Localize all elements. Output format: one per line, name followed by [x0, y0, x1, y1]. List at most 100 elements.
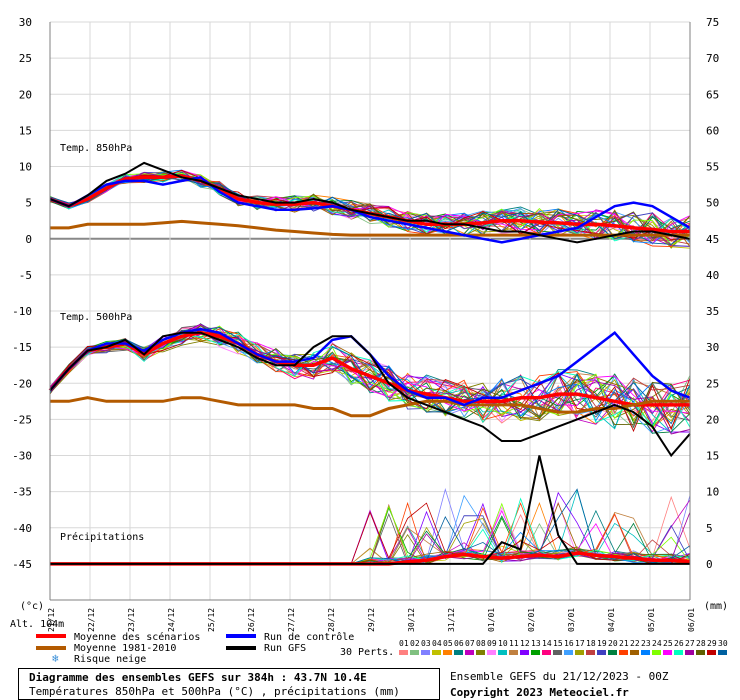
label-t500: Temp. 500hPa [60, 312, 132, 323]
legend-label-snow: Risque neige [74, 654, 146, 665]
member-legend-swatch [509, 650, 518, 655]
member-legend-swatch [685, 650, 694, 655]
member-legend-swatch [586, 650, 595, 655]
series-moyenne-1981-2010-500hpa [50, 396, 690, 418]
y-left-tick: -10 [12, 305, 32, 318]
y-right-tick: 65 [706, 88, 719, 101]
x-tick-label: 28/12 [327, 608, 336, 632]
member-legend-swatch [630, 650, 639, 655]
y-right-tick: 70 [706, 52, 719, 65]
x-tick-label: 24/12 [167, 608, 176, 632]
member-legend-swatch [465, 650, 474, 655]
member-legend-swatch [663, 650, 672, 655]
y-left-tick: -5 [19, 269, 32, 282]
y-left-tick: -20 [12, 377, 32, 390]
label-t850: Temp. 850hPa [60, 143, 132, 154]
member-legend-swatch [399, 650, 408, 655]
y-left-tick: -40 [12, 522, 32, 535]
run-info: Ensemble GEFS du 21/12/2023 - 00Z [450, 670, 669, 683]
member-legend-label: 04 [432, 639, 442, 648]
y-right-tick: 55 [706, 161, 719, 174]
y-right-tick: 50 [706, 197, 719, 210]
member-legend-swatch [597, 650, 606, 655]
member-legend-label: 30 [718, 639, 728, 648]
member-legend-label: 21 [619, 639, 629, 648]
copyright: Copyright 2023 Meteociel.fr [450, 686, 629, 699]
x-tick-label: 25/12 [207, 608, 216, 632]
member-legend-label: 24 [652, 639, 662, 648]
member-legend-swatch [652, 650, 661, 655]
member-legend-label: 17 [575, 639, 585, 648]
x-tick-label: 05/01 [647, 608, 656, 632]
member-legend-swatch [410, 650, 419, 655]
member-legend-label: 05 [443, 639, 453, 648]
member-legend-label: 01 [399, 639, 409, 648]
label-precip: Précipitations [60, 531, 144, 543]
altitude-label: Alt. 104m [10, 619, 64, 630]
legend-label-mean: Moyenne des scénarios [74, 631, 200, 643]
chart-subtitle: Températures 850hPa et 500hPa (°C) , pré… [29, 685, 400, 698]
member-legend-swatch [421, 650, 430, 655]
member-legend-label: 02 [410, 639, 420, 648]
member-legend-label: 11 [509, 639, 519, 648]
x-tick-label: 23/12 [127, 608, 136, 632]
member-legend-swatch [707, 650, 716, 655]
member-legend-label: 28 [696, 639, 706, 648]
member-legend-label: 20 [608, 639, 618, 648]
x-tick-labels: 21/12 22/12 23/12 24/12 25/12 26/12 27/12 28/12… [47, 608, 696, 632]
y-right-tick: 15 [706, 450, 719, 463]
member-legend-label: 26 [674, 639, 684, 648]
member-legend-swatch [520, 650, 529, 655]
member-legend-swatch [641, 650, 650, 655]
member-legend-label: 07 [465, 639, 475, 648]
y-left-tick: 20 [19, 88, 32, 101]
y-left-tick: -30 [12, 450, 32, 463]
member-legend-label: 03 [421, 639, 431, 648]
y-left-tick: 5 [25, 197, 32, 210]
y-left-ticks: 30 25 20 15 10 5 0 -5 -10 -15 -20 -25 -30 -35 -40 -45 [12, 16, 32, 571]
x-tick-label: 22/12 [87, 608, 96, 632]
y-right-tick: 60 [706, 124, 719, 137]
member-legend-swatch [454, 650, 463, 655]
y-left-tick: 10 [19, 161, 32, 174]
series-run-de-contr-le-850hpa [49, 175, 691, 244]
member-legend-label: 22 [630, 639, 640, 648]
y-right-tick: 35 [706, 305, 719, 318]
y-left-tick: -45 [12, 558, 32, 571]
legend-label-clim: Moyenne 1981-2010 [74, 643, 176, 654]
y-right-tick: 75 [706, 16, 719, 29]
y-right-tick: 20 [706, 413, 719, 426]
member-legend-swatch [432, 650, 441, 655]
member-legend-label: 06 [454, 639, 464, 648]
snowflake-icon: ❄ [52, 652, 59, 665]
y-left-tick: 25 [19, 52, 32, 65]
y-left-tick: -25 [12, 413, 32, 426]
chart-title: Diagramme des ensembles GEFS sur 384h : … [29, 671, 367, 684]
x-tick-label: 26/12 [247, 608, 256, 632]
y-left-tick: 30 [19, 16, 32, 29]
y-right-tick: 10 [706, 486, 719, 499]
y-right-tick: 40 [706, 269, 719, 282]
member-legend-swatch [498, 650, 507, 655]
member-legend-swatch [531, 650, 540, 655]
member-legend-label: 08 [476, 639, 486, 648]
member-legend-swatch [443, 650, 452, 655]
member-line-850 [49, 174, 691, 248]
member-legend-swatch [619, 650, 628, 655]
member-legend-label: 15 [553, 639, 563, 648]
member-legend-swatch [553, 650, 562, 655]
x-tick-label: 02/01 [527, 608, 536, 632]
x-tick-label: 30/12 [407, 608, 416, 632]
member-legend-label: 25 [663, 639, 673, 648]
member-legend-label: 16 [564, 639, 574, 648]
member-legend-label: 12 [520, 639, 530, 648]
member-legend-swatch [718, 650, 727, 655]
legend-label-control: Run de contrôle [264, 631, 354, 643]
member-legend-swatch [487, 650, 496, 655]
member-legend-label: 14 [542, 639, 552, 648]
x-tick-label: 27/12 [287, 608, 296, 632]
member-legend: 01 02 03 04 05 06 07 08 09 10 11 12 13 14 15 16 17 18 19 20… [399, 639, 728, 655]
y-left-tick: 0 [25, 233, 32, 246]
